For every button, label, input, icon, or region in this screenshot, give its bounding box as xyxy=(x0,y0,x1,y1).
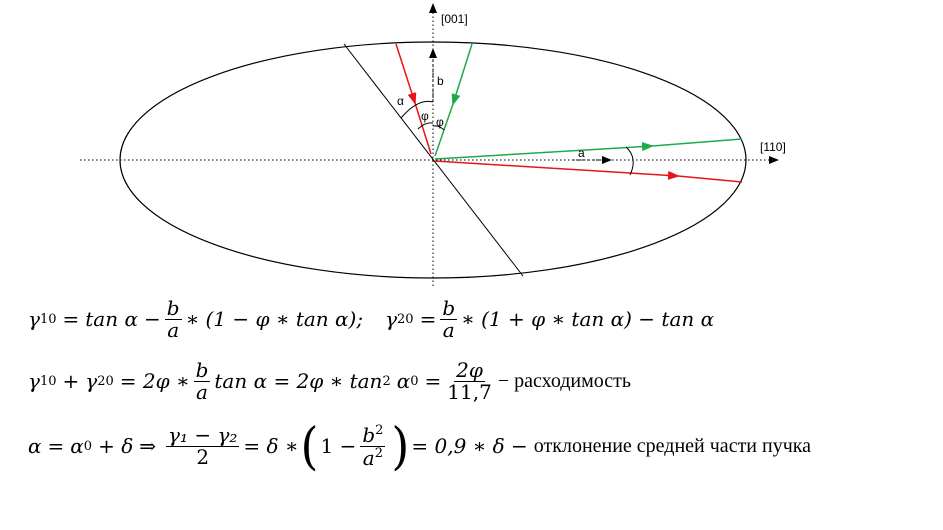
gamma20-symbol: γ xyxy=(385,307,398,331)
phi-arc-right xyxy=(432,125,445,131)
gamma20-symbol-2: γ xyxy=(85,369,98,393)
eq3-result: = 0,9 ∗ δ − xyxy=(411,434,528,458)
gamma20-subscript: 20 xyxy=(397,311,414,327)
eq1-minus: − xyxy=(143,307,161,331)
eq3-alpha0-subscript: 0 xyxy=(83,438,93,454)
semi-axis-a-label: a xyxy=(578,146,585,160)
eq1b-frac-den: a xyxy=(442,317,455,342)
eq2-part2: tan α = 2φ ∗ tan xyxy=(214,369,383,393)
eq2-fraction-divergence: 2φ 11,7 xyxy=(445,357,494,404)
eq2-square: 2 xyxy=(382,373,391,389)
eq1-equals: = xyxy=(62,307,80,331)
semi-axis-b-label: b xyxy=(437,74,444,88)
eq1-frac-num: b xyxy=(164,295,182,320)
eq3-right-paren: ) xyxy=(391,416,410,476)
red-incident-ray-tail xyxy=(414,102,432,155)
eq3-fraction-b2-a2: b2 a2 xyxy=(360,422,386,470)
eq3-implies: ⇒ xyxy=(139,434,156,458)
eq2-alpha0-subscript: 0 xyxy=(410,373,419,389)
crystal-diagram: [001] [110] b a α φ φ xyxy=(80,3,786,286)
gamma10-symbol-2: γ xyxy=(28,369,40,393)
eq1b-equals: = xyxy=(419,307,437,331)
eq3-frac1-num: γ₁ − γ₂ xyxy=(166,422,240,447)
gamma-arc xyxy=(625,146,634,176)
eq3-alpha0: α xyxy=(70,434,84,458)
green-incident-ray xyxy=(451,43,473,106)
green-outgoing-ray-tail xyxy=(651,138,743,147)
eq3-b-sup: 2 xyxy=(375,422,384,438)
eq3-plus-delta: + δ xyxy=(98,434,134,458)
tilted-line xyxy=(343,43,524,277)
eq2-frac-num: b xyxy=(193,357,211,382)
green-outgoing-ray xyxy=(434,142,654,160)
eq1-rest: ∗ (1 − φ ∗ tan α); xyxy=(185,307,364,331)
eq3-frac2-den: a2 xyxy=(361,445,385,470)
alpha-arc xyxy=(400,100,434,119)
eq2-alpha0: α xyxy=(396,369,411,393)
eq1b-frac-num: b xyxy=(440,295,458,320)
eq2-frac2-den: 11,7 xyxy=(447,379,492,404)
eq2-frac-den: a xyxy=(196,379,208,404)
red-incident-ray xyxy=(395,43,417,105)
eq2-equals: = xyxy=(424,369,442,393)
eq2-plus: + xyxy=(62,369,80,393)
eq3-a-sup: 2 xyxy=(374,445,383,461)
red-outgoing-ray xyxy=(434,160,680,180)
phi-right-label: φ xyxy=(436,115,444,129)
eq2-frac2-num: 2φ xyxy=(454,357,485,382)
eq3-a: a xyxy=(362,445,375,470)
gamma10-subscript-2: 10 xyxy=(39,373,57,389)
eq3-left-paren: ( xyxy=(300,416,319,476)
red-outgoing-ray-tail xyxy=(677,175,743,183)
eq1b-rest: ∗ (1 + φ ∗ tan α) − tan α xyxy=(461,307,715,331)
eq1-tan-alpha: tan α xyxy=(85,307,138,331)
eq3-equals-1: = xyxy=(47,434,65,458)
axis-001-label: [001] xyxy=(441,12,468,26)
eq3-suffix: отклонение средней части пучка xyxy=(533,434,812,457)
gamma10-subscript: 10 xyxy=(39,311,57,327)
eq3-alpha: α xyxy=(28,434,42,458)
gamma20-subscript-2: 20 xyxy=(97,373,114,389)
axis-110-label: [110] xyxy=(760,140,786,154)
eq2-suffix: − расходимость xyxy=(497,369,632,392)
eq2-part1: = 2φ ∗ xyxy=(119,369,190,393)
eq3-frac2-num: b2 xyxy=(360,422,386,447)
eq3-frac1-den: 2 xyxy=(196,444,210,469)
eq1-frac-den: a xyxy=(167,317,180,342)
gamma10-symbol: γ xyxy=(28,307,40,331)
eq3-equals-delta: = δ ∗ xyxy=(243,434,299,458)
phi-left-label: φ xyxy=(421,109,429,123)
eq3-fraction-gamma: γ₁ − γ₂ 2 xyxy=(166,422,240,469)
alpha-label: α xyxy=(397,94,404,108)
eq3-one-minus: 1 − xyxy=(320,434,357,458)
eq3-b: b xyxy=(362,422,376,447)
phi-arc-left xyxy=(417,122,434,130)
